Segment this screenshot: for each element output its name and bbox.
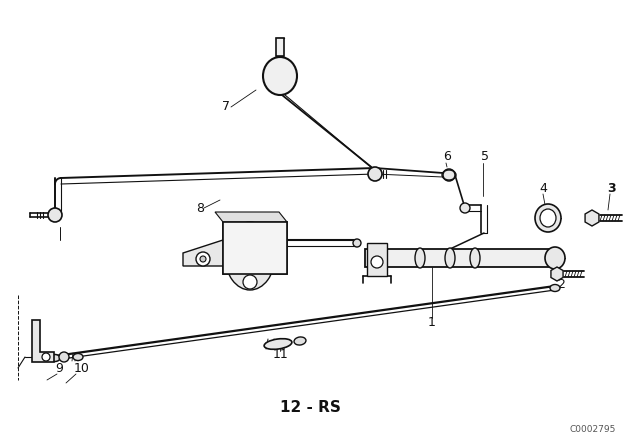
Ellipse shape	[445, 248, 455, 268]
Text: 12 - RS: 12 - RS	[280, 401, 340, 415]
Circle shape	[368, 167, 382, 181]
Circle shape	[42, 353, 50, 361]
Ellipse shape	[550, 284, 560, 292]
Text: 4: 4	[539, 181, 547, 194]
Ellipse shape	[263, 57, 297, 95]
Polygon shape	[32, 320, 54, 362]
Ellipse shape	[264, 339, 292, 349]
Text: 9: 9	[55, 362, 63, 375]
Ellipse shape	[353, 239, 361, 247]
Text: C0002795: C0002795	[570, 426, 616, 435]
Ellipse shape	[225, 222, 275, 290]
Ellipse shape	[470, 248, 480, 268]
Polygon shape	[551, 267, 563, 281]
Text: 7: 7	[222, 100, 230, 113]
Polygon shape	[215, 212, 287, 222]
Ellipse shape	[294, 337, 306, 345]
Polygon shape	[183, 240, 223, 266]
Circle shape	[243, 223, 257, 237]
Circle shape	[371, 256, 383, 268]
Circle shape	[460, 203, 470, 213]
Ellipse shape	[50, 354, 60, 362]
Text: 6: 6	[443, 151, 451, 164]
Bar	[276, 38, 284, 56]
Polygon shape	[223, 222, 287, 274]
Circle shape	[48, 208, 62, 222]
Ellipse shape	[415, 248, 425, 268]
Polygon shape	[223, 222, 287, 274]
Bar	[365, 249, 555, 267]
Polygon shape	[585, 210, 599, 226]
Ellipse shape	[545, 247, 565, 269]
Text: 5: 5	[481, 151, 489, 164]
Text: 11: 11	[273, 349, 289, 362]
Text: 3: 3	[607, 181, 616, 194]
Ellipse shape	[535, 204, 561, 232]
Text: 10: 10	[74, 362, 90, 375]
Text: 8: 8	[196, 202, 204, 215]
Text: 1: 1	[428, 315, 436, 328]
Circle shape	[243, 275, 257, 289]
Ellipse shape	[540, 209, 556, 227]
Circle shape	[196, 252, 210, 266]
Circle shape	[200, 256, 206, 262]
Circle shape	[59, 352, 69, 362]
Ellipse shape	[73, 353, 83, 361]
Text: 2: 2	[557, 277, 565, 290]
Circle shape	[443, 169, 455, 181]
Polygon shape	[367, 243, 387, 276]
